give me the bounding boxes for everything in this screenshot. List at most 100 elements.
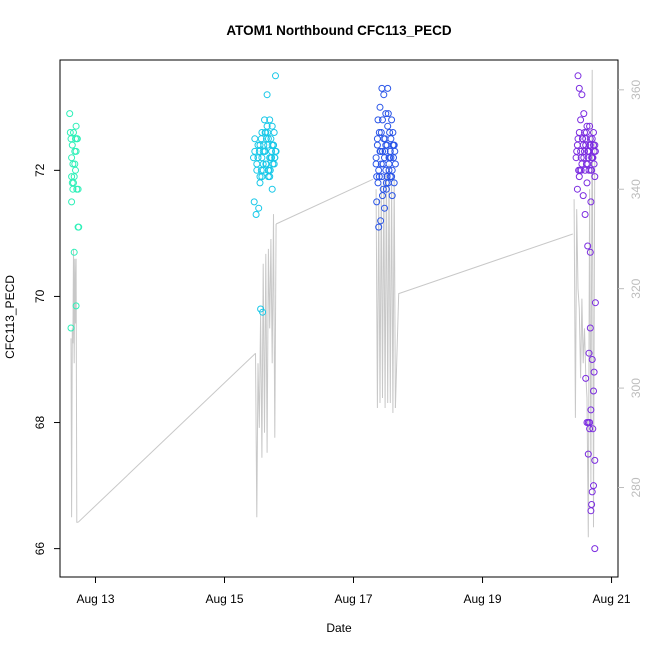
- data-point: [70, 129, 77, 136]
- data-point: [381, 204, 388, 212]
- data-point: [272, 72, 279, 80]
- data-point: [268, 122, 276, 130]
- data-point: [583, 179, 591, 187]
- data-point: [591, 173, 599, 181]
- data-point: [591, 545, 599, 553]
- data-point: [266, 173, 274, 181]
- chart-title: ATOM1 Northbound CFC113_PECD: [226, 23, 452, 38]
- data-point: [255, 204, 263, 212]
- data-point: [380, 91, 388, 99]
- data-point: [586, 122, 594, 130]
- data-point: [586, 141, 594, 149]
- data-point: [387, 135, 395, 143]
- line-segment-1: [77, 352, 256, 523]
- data-point: [73, 135, 81, 143]
- data-point: [250, 198, 258, 206]
- data-point: [390, 154, 397, 162]
- data-point: [67, 324, 75, 332]
- left-y-axis: 66 68 70 72: [33, 163, 60, 555]
- data-point: [588, 356, 596, 363]
- data-point: [389, 129, 397, 136]
- data-point: [383, 173, 391, 181]
- data-point: [270, 129, 278, 136]
- x-tick-label: Aug 15: [205, 592, 243, 606]
- data-point: [373, 135, 381, 143]
- data-point: [271, 154, 279, 162]
- data-point: [574, 72, 582, 80]
- data-point: [386, 173, 394, 181]
- data-point: [379, 192, 386, 200]
- data-point: [588, 154, 596, 162]
- data-point: [575, 84, 583, 92]
- data-point: [379, 160, 387, 168]
- data-point: [384, 84, 392, 92]
- data-point: [378, 84, 386, 92]
- data-point: [258, 154, 266, 162]
- data-point: [387, 154, 395, 162]
- left-tick-label: 70: [33, 289, 47, 303]
- data-point: [384, 110, 392, 118]
- data-point: [261, 129, 269, 136]
- data-point: [258, 173, 266, 181]
- data-point: [251, 147, 259, 155]
- data-point: [262, 160, 270, 168]
- data-point: [390, 179, 398, 187]
- data-point: [379, 147, 386, 155]
- data-point: [385, 166, 393, 174]
- data-point: [573, 185, 581, 193]
- data-point: [384, 122, 392, 130]
- data-point: [591, 299, 599, 307]
- data-point: [254, 154, 262, 162]
- data-point: [263, 91, 271, 99]
- data-point: [582, 135, 590, 143]
- data-point: [584, 242, 592, 250]
- data-point: [377, 160, 385, 168]
- data-point: [376, 103, 384, 111]
- data-point: [372, 160, 380, 168]
- x-tick-label: Aug 19: [464, 592, 502, 606]
- data-point: [70, 248, 78, 256]
- data-point: [575, 173, 583, 181]
- data-point: [579, 135, 586, 143]
- data-point: [582, 374, 590, 382]
- line-segment-0: [70, 248, 79, 523]
- data-point: [574, 135, 582, 143]
- right-y-axis: 280 300 320 340 360: [618, 79, 643, 498]
- data-point: [259, 308, 267, 316]
- data-point: [256, 179, 264, 187]
- x-axis-label: Date: [326, 621, 352, 635]
- data-point: [266, 116, 274, 124]
- data-point: [372, 154, 380, 162]
- line-segment-2: [255, 214, 277, 518]
- data-point: [374, 179, 382, 187]
- data-point: [590, 387, 597, 395]
- data-point: [253, 160, 261, 168]
- line-segment-5: [394, 233, 573, 409]
- data-point: [264, 135, 272, 143]
- data-point: [268, 154, 276, 162]
- data-point: [259, 160, 267, 168]
- data-point: [68, 141, 76, 149]
- data-point: [391, 160, 399, 168]
- data-point: [270, 141, 277, 149]
- data-point: [575, 129, 583, 136]
- data-point: [72, 122, 80, 130]
- data-point: [267, 135, 275, 143]
- data-point: [573, 147, 581, 155]
- data-point: [391, 147, 399, 155]
- data-point: [74, 223, 82, 231]
- data-point: [581, 211, 589, 218]
- data-point: [578, 91, 586, 99]
- data-point: [577, 166, 585, 174]
- data-point: [590, 129, 597, 136]
- data-point: [261, 116, 268, 124]
- data-point: [69, 160, 77, 168]
- line-series-layer: [70, 69, 596, 538]
- left-tick-label: 68: [33, 416, 47, 430]
- data-point: [389, 141, 397, 149]
- scatter-points-layer: [66, 72, 599, 553]
- line-segment-6: [573, 69, 596, 538]
- data-point: [382, 141, 390, 149]
- data-point: [376, 147, 384, 155]
